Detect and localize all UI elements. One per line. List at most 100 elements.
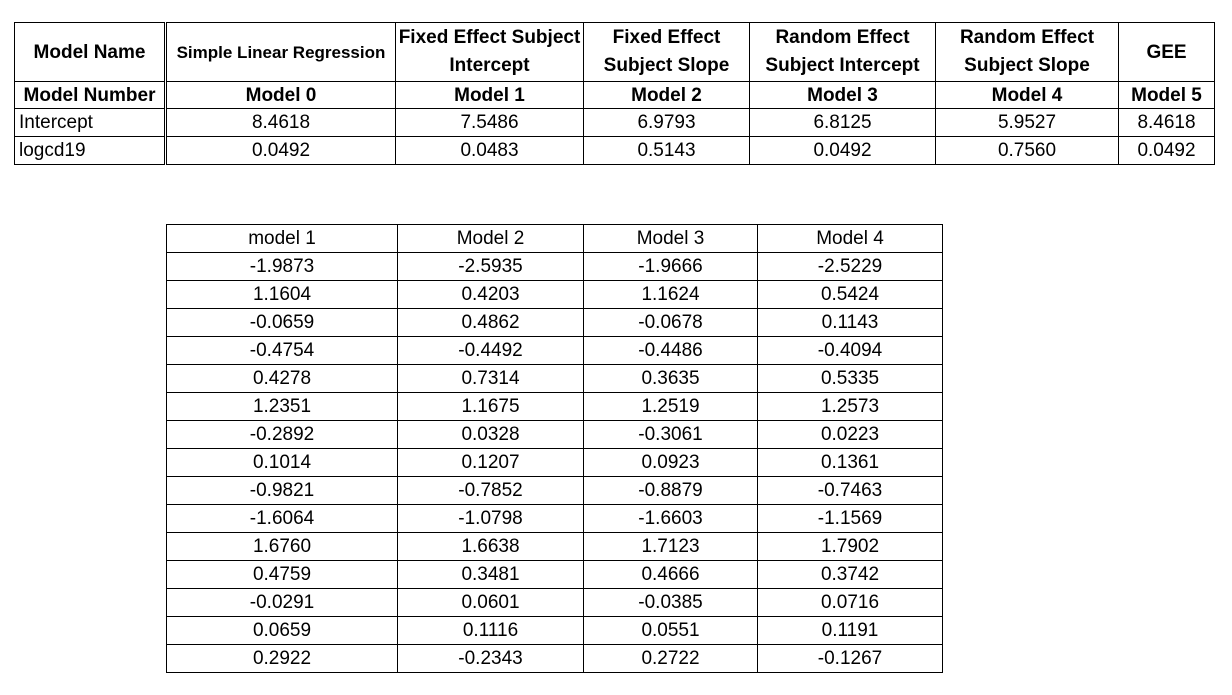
residual-table-body: model 1 Model 2 Model 3 Model 4 -1.9873-…: [166, 224, 943, 673]
model-name-label: Model Name: [14, 22, 167, 82]
table-row: -1.9873 -2.5935 -1.9666 -2.5229: [166, 252, 943, 281]
table-cell: -0.4754: [166, 336, 398, 365]
table-row: 0.2922 -0.2343 0.2722 -0.1267: [166, 644, 943, 673]
coefficient-cell: 0.0483: [395, 136, 584, 165]
coefficient-cell: 0.0492: [749, 136, 936, 165]
coefficient-cell: 0.0492: [165, 136, 396, 165]
model-name-cell: Fixed Effect Subject Slope: [583, 22, 750, 82]
table-cell: -0.7463: [757, 476, 943, 505]
table-cell: -0.0291: [166, 588, 398, 617]
table-cell: 0.4862: [397, 308, 584, 337]
table-cell: -0.2892: [166, 420, 398, 449]
table-row: 1.1604 0.4203 1.1624 0.5424: [166, 280, 943, 309]
coefficient-cell: 6.9793: [583, 108, 750, 137]
coefficient-cell: 0.5143: [583, 136, 750, 165]
table-cell: 0.1143: [757, 308, 943, 337]
table-cell: -1.6064: [166, 504, 398, 533]
coefficient-cell: 8.4618: [1118, 108, 1215, 137]
coefficient-cell: 0.7560: [935, 136, 1119, 165]
coefficient-cell: 5.9527: [935, 108, 1119, 137]
table-cell: -0.4492: [397, 336, 584, 365]
table-cell: 0.3481: [397, 560, 584, 589]
table-cell: 1.1675: [397, 392, 584, 421]
coefficient-cell: 8.4618: [165, 108, 396, 137]
row-label: logcd19: [14, 136, 167, 165]
table-cell: 0.2922: [166, 644, 398, 673]
model-number-cell: Model 2: [583, 81, 750, 109]
table-cell: 0.3742: [757, 560, 943, 589]
table-cell: -0.4486: [583, 336, 758, 365]
table-row: 1.2351 1.1675 1.2519 1.2573: [166, 392, 943, 421]
model-name-cell: GEE: [1118, 22, 1215, 82]
table-cell: -0.3061: [583, 420, 758, 449]
table-cell: -0.0659: [166, 308, 398, 337]
coefficient-cell: 6.8125: [749, 108, 936, 137]
table-cell: 0.0223: [757, 420, 943, 449]
table-cell: -1.1569: [757, 504, 943, 533]
table-cell: 1.1624: [583, 280, 758, 309]
column-header: model 1: [166, 224, 398, 253]
model-summary-table: Model Name Simple Linear Regression Fixe…: [14, 22, 1215, 165]
residual-table: model 1 Model 2 Model 3 Model 4 -1.9873-…: [166, 224, 943, 673]
table-row: -0.2892 0.0328 -0.3061 0.0223: [166, 420, 943, 449]
table-cell: 1.7902: [757, 532, 943, 561]
table-cell: -0.0678: [583, 308, 758, 337]
table-cell: 0.5424: [757, 280, 943, 309]
table-row: 0.4759 0.3481 0.4666 0.3742: [166, 560, 943, 589]
column-header: Model 4: [757, 224, 943, 253]
table-cell: 0.5335: [757, 364, 943, 393]
table-cell: 0.0551: [583, 616, 758, 645]
model-number-cell: Model 4: [935, 81, 1119, 109]
table-cell: 0.4666: [583, 560, 758, 589]
table-cell: -1.9873: [166, 252, 398, 281]
model-number-header-row: Model Number Model 0 Model 1 Model 2 Mod…: [14, 81, 1215, 109]
model-number-label: Model Number: [14, 81, 167, 109]
table-cell: 0.1361: [757, 448, 943, 477]
model-name-cell: Random Effect Subject Slope: [935, 22, 1119, 82]
table-cell: 1.1604: [166, 280, 398, 309]
table-cell: 1.6760: [166, 532, 398, 561]
table-row: 0.0659 0.1116 0.0551 0.1191: [166, 616, 943, 645]
row-label: Intercept: [14, 108, 167, 137]
table-row: 0.1014 0.1207 0.0923 0.1361: [166, 448, 943, 477]
model-name-cell: Simple Linear Regression: [165, 22, 396, 82]
table-cell: 1.2573: [757, 392, 943, 421]
coefficient-cell: 7.5486: [395, 108, 584, 137]
table-cell: -0.8879: [583, 476, 758, 505]
table-cell: -2.5229: [757, 252, 943, 281]
table-cell: -0.2343: [397, 644, 584, 673]
model-number-cell: Model 0: [165, 81, 396, 109]
table-cell: 1.2519: [583, 392, 758, 421]
residual-header-row: model 1 Model 2 Model 3 Model 4: [166, 224, 943, 253]
table-cell: 0.0923: [583, 448, 758, 477]
table-cell: 1.7123: [583, 532, 758, 561]
logcd19-row: logcd19 0.0492 0.0483 0.5143 0.0492 0.75…: [14, 136, 1215, 165]
table-cell: 0.1116: [397, 616, 584, 645]
table-row: -0.0291 0.0601 -0.0385 0.0716: [166, 588, 943, 617]
table-row: -0.4754 -0.4492 -0.4486 -0.4094: [166, 336, 943, 365]
table-cell: -0.9821: [166, 476, 398, 505]
model-number-cell: Model 3: [749, 81, 936, 109]
model-name-header-row: Model Name Simple Linear Regression Fixe…: [14, 22, 1215, 82]
table-cell: -1.0798: [397, 504, 584, 533]
table-row: -0.9821 -0.7852 -0.8879 -0.7463: [166, 476, 943, 505]
table-cell: -0.1267: [757, 644, 943, 673]
table-row: 1.6760 1.6638 1.7123 1.7902: [166, 532, 943, 561]
model-name-cell: Random Effect Subject Intercept: [749, 22, 936, 82]
table-cell: -1.6603: [583, 504, 758, 533]
coefficient-cell: 0.0492: [1118, 136, 1215, 165]
table-cell: -2.5935: [397, 252, 584, 281]
table-cell: 0.2722: [583, 644, 758, 673]
column-header: Model 2: [397, 224, 584, 253]
table-cell: 0.1207: [397, 448, 584, 477]
table-cell: 0.0659: [166, 616, 398, 645]
table-cell: 1.2351: [166, 392, 398, 421]
table-cell: -0.0385: [583, 588, 758, 617]
table-cell: -0.7852: [397, 476, 584, 505]
table-cell: 0.4278: [166, 364, 398, 393]
table-cell: -0.4094: [757, 336, 943, 365]
table-cell: 0.3635: [583, 364, 758, 393]
table-cell: 1.6638: [397, 532, 584, 561]
table-row: -0.0659 0.4862 -0.0678 0.1143: [166, 308, 943, 337]
table-cell: 0.0601: [397, 588, 584, 617]
